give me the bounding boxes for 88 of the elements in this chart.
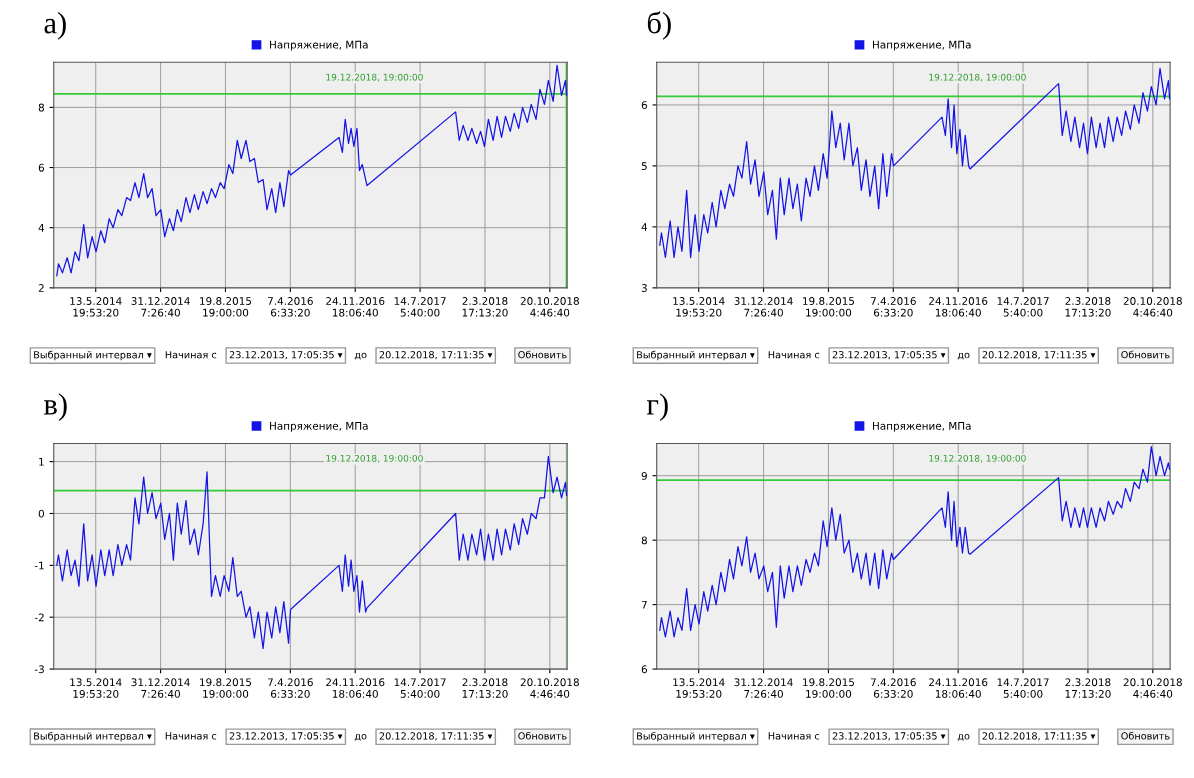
x-tick-label: 7.4.2016 6:33:20 <box>870 297 916 317</box>
text: Обновить <box>518 350 567 359</box>
x-tick-label: 14.7.2017 5:40:00 <box>997 678 1049 698</box>
x-tick-label: 13.5.2014 19:53:20 <box>70 678 122 698</box>
chart-title: г) <box>646 393 668 421</box>
legend-label: Напряжение, МПа <box>873 422 971 432</box>
text: 20.12.2018, 17:11:35 ▾ <box>379 351 493 360</box>
x-tick-label: 19.8.2015 19:00:00 <box>803 297 855 317</box>
y-tick-label: -1 <box>34 561 44 570</box>
chart-title: б) <box>647 11 671 40</box>
chart-title: а) <box>44 11 66 40</box>
x-tick-label: 7.4.2016 6:33:20 <box>268 297 313 317</box>
annotation: 19.12.2018, 19:00:00 <box>326 73 423 82</box>
chart-title: в) <box>44 393 67 421</box>
y-tick-label: 0 <box>38 509 45 518</box>
line-series <box>659 67 1171 258</box>
y-tick-label: 8 <box>38 103 44 112</box>
x-tick-label: 24.11.2016 18:06:40 <box>326 678 385 698</box>
x-tick-label: 2.3.2018 17:13:20 <box>462 297 508 317</box>
x-tick-label: 2.3.2018 17:13:20 <box>1065 297 1111 317</box>
y-tick-label: 5 <box>641 162 647 171</box>
x-tick-label: 13.5.2014 19:53:20 <box>70 297 122 317</box>
y-tick-label: -3 <box>34 665 44 674</box>
text: до <box>354 734 367 741</box>
y-tick-label: 1 <box>39 457 44 466</box>
annotation: 19.12.2018, 19:00:00 <box>326 454 423 463</box>
text: 23.12.2013, 17:05:35 ▾ <box>832 732 946 741</box>
x-tick-label: 19.8.2015 19:00:00 <box>803 678 855 698</box>
y-tick-label: 3 <box>641 284 647 292</box>
x-tick-label: 31.12.2014 7:26:40 <box>734 678 793 698</box>
x-tick-label: 24.11.2016 18:06:40 <box>326 297 385 317</box>
x-tick-label: 13.5.2014 19:53:20 <box>673 678 725 698</box>
y-tick-label: 8 <box>641 536 647 545</box>
text: 20.12.2018, 17:11:35 ▾ <box>982 351 1096 360</box>
legend-label: Напряжение, МПа <box>270 40 368 51</box>
y-tick-label: 4 <box>38 224 45 232</box>
text: до <box>354 352 367 360</box>
x-tick-label: 7.4.2016 6:33:20 <box>268 678 313 698</box>
text: до <box>957 352 970 360</box>
x-tick-label: 19.8.2015 19:00:00 <box>200 678 252 698</box>
text: Начиная с <box>768 351 820 359</box>
text: Выбранный интервал ▾ <box>34 731 152 742</box>
x-tick-label: 19.8.2015 19:00:00 <box>200 297 252 317</box>
x-tick-label: 31.12.2014 7:26:40 <box>734 297 793 317</box>
text: Выбранный интервал ▾ <box>637 731 755 742</box>
y-tick-label: 6 <box>641 101 648 110</box>
y-tick-label: 7 <box>641 600 647 609</box>
text: 23.12.2013, 17:05:35 ▾ <box>229 732 343 741</box>
text: 20.12.2018, 17:11:35 ▾ <box>379 732 493 741</box>
legend-label: Напряжение, МПа <box>873 40 971 51</box>
x-tick-label: 20.10.2018 4:46:40 <box>520 678 579 698</box>
x-tick-label: 20.10.2018 4:46:40 <box>520 297 579 317</box>
x-tick-label: 7.4.2016 6:33:20 <box>870 678 916 698</box>
x-tick-label: 20.10.2018 4:46:40 <box>1123 297 1182 317</box>
text: Обновить <box>1121 731 1170 740</box>
x-tick-label: 2.3.2018 17:13:20 <box>1065 678 1111 698</box>
y-tick-label: 6 <box>38 163 45 172</box>
text: до <box>957 734 970 741</box>
x-tick-label: 24.11.2016 18:06:40 <box>929 678 988 698</box>
y-tick-label: 2 <box>38 284 44 292</box>
y-tick-label: -2 <box>34 613 44 622</box>
text: Начиная с <box>768 732 820 740</box>
x-tick-label: 13.5.2014 19:53:20 <box>673 297 725 317</box>
text: 23.12.2013, 17:05:35 ▾ <box>832 351 946 360</box>
x-tick-label: 2.3.2018 17:13:20 <box>462 678 508 698</box>
y-tick-label: 4 <box>641 223 648 231</box>
legend-label: Напряжение, МПа <box>270 422 368 432</box>
x-tick-label: 14.7.2017 5:40:00 <box>394 678 446 698</box>
text: 23.12.2013, 17:05:35 ▾ <box>229 351 343 360</box>
x-tick-label: 31.12.2014 7:26:40 <box>131 678 190 698</box>
x-tick-label: 24.11.2016 18:06:40 <box>929 297 988 317</box>
line-series <box>56 455 568 649</box>
text: Обновить <box>518 731 567 740</box>
x-tick-label: 14.7.2017 5:40:00 <box>997 297 1049 317</box>
x-tick-label: 14.7.2017 5:40:00 <box>394 297 446 317</box>
text: Выбранный интервал ▾ <box>34 350 152 361</box>
annotation: 19.12.2018, 19:00:00 <box>929 73 1026 82</box>
x-tick-label: 20.10.2018 4:46:40 <box>1123 678 1182 698</box>
text: 20.12.2018, 17:11:35 ▾ <box>982 732 1096 741</box>
text: Обновить <box>1121 350 1170 359</box>
y-tick-label: 6 <box>641 665 648 674</box>
x-tick-label: 31.12.2014 7:26:40 <box>131 297 190 317</box>
text: Выбранный интервал ▾ <box>637 350 755 361</box>
line-series <box>659 446 1171 638</box>
text: Начиная с <box>165 732 217 740</box>
y-tick-label: 9 <box>641 471 647 480</box>
annotation: 19.12.2018, 19:00:00 <box>929 454 1026 463</box>
text: Начиная с <box>165 351 217 359</box>
